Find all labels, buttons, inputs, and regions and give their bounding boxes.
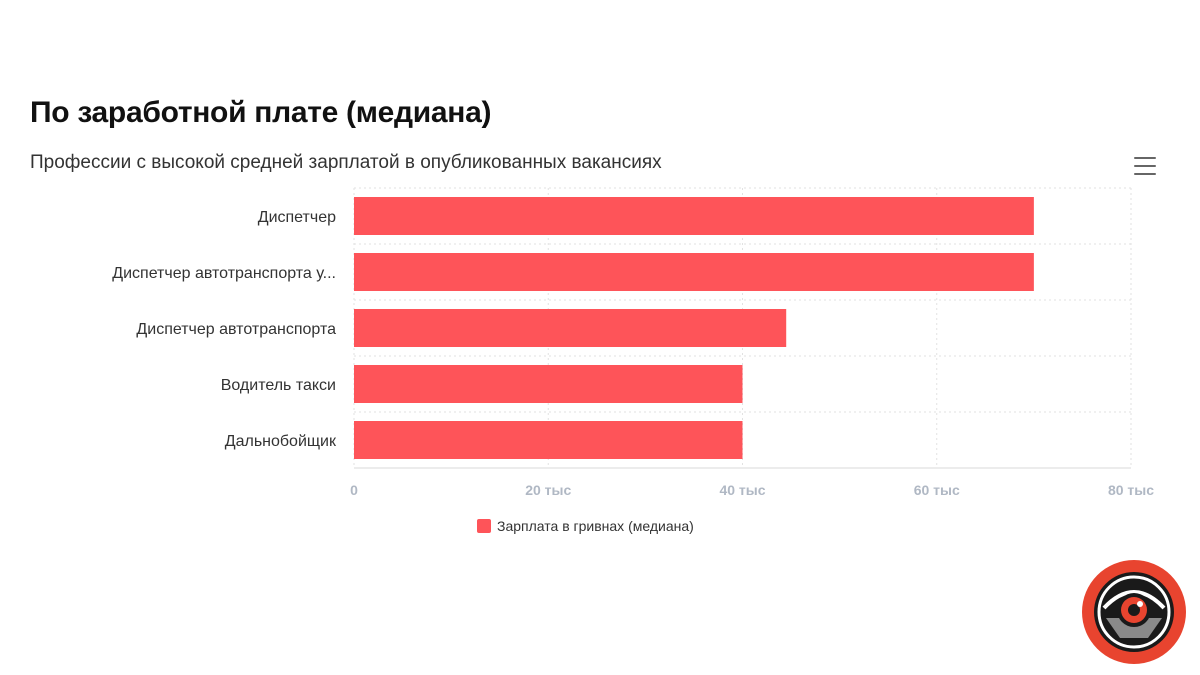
bar[interactable] <box>354 197 1034 235</box>
chart-subtitle: Профессии с высокой средней зарплатой в … <box>30 152 662 173</box>
page-title: По заработной плате (медиана) <box>30 96 492 129</box>
x-tick-label: 40 тыс <box>719 482 765 498</box>
legend-label: Зарплата в гривнах (медиана) <box>497 518 694 534</box>
x-tick-label: 80 тыс <box>1108 482 1154 498</box>
bar[interactable] <box>354 253 1034 291</box>
legend-item[interactable]: Зарплата в гривнах (медиана) <box>477 518 694 534</box>
category-label: Диспетчер автотранспорта у... <box>112 265 336 282</box>
eye-logo-icon <box>1082 560 1186 664</box>
hamburger-menu-icon[interactable] <box>1132 156 1158 176</box>
bar[interactable] <box>354 421 743 459</box>
bar[interactable] <box>354 365 743 403</box>
legend-swatch <box>477 519 491 533</box>
x-tick-label: 20 тыс <box>525 482 571 498</box>
bar[interactable] <box>354 309 787 347</box>
category-label: Дальнобойщик <box>225 433 337 450</box>
category-label: Диспетчер <box>258 209 336 226</box>
x-tick-label: 60 тыс <box>914 482 960 498</box>
category-label: Диспетчер автотранспорта <box>136 321 336 338</box>
x-tick-label: 0 <box>350 482 358 498</box>
category-label: Водитель такси <box>221 377 336 394</box>
